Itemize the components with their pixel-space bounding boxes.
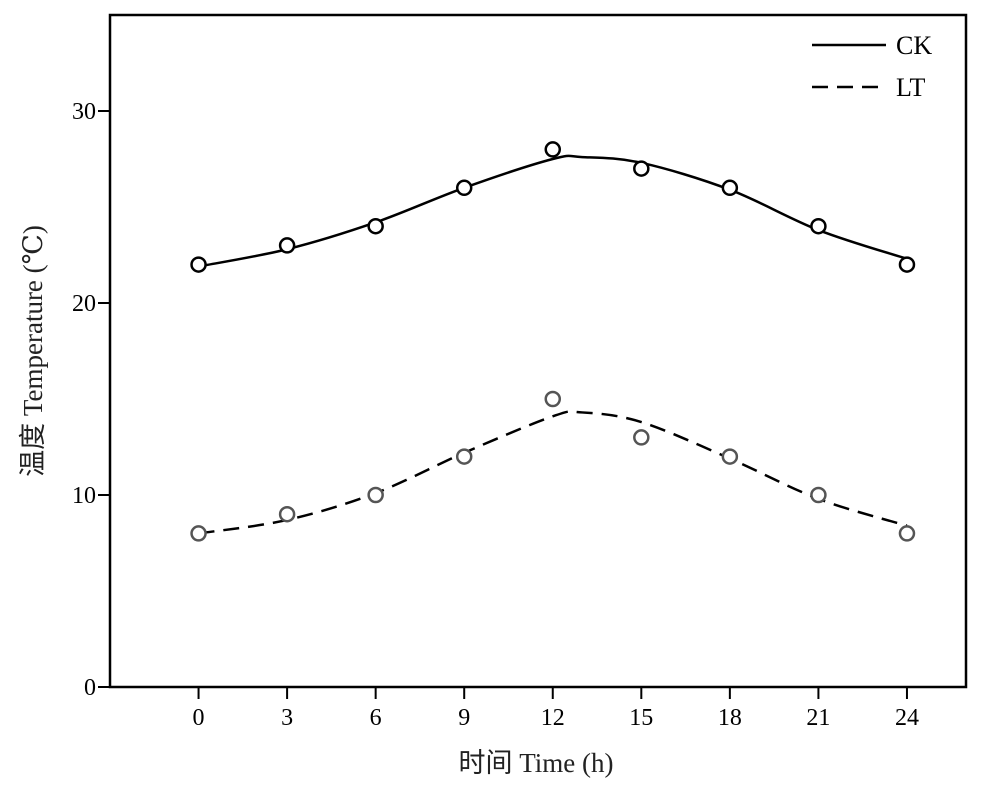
data-point-ck bbox=[721, 179, 739, 197]
data-point-ck bbox=[190, 256, 207, 273]
x-tick-label: 15 bbox=[629, 705, 653, 731]
fit-curve-lt bbox=[198, 410, 908, 535]
y-axis-title: 温度 Temperature (℃) bbox=[18, 225, 48, 477]
x-tick-label: 21 bbox=[806, 705, 830, 731]
x-axis: 0 3 6 9 12 15 18 21 24 bbox=[193, 687, 919, 731]
x-tick-label: 24 bbox=[895, 705, 919, 731]
data-point-ck bbox=[367, 217, 384, 235]
fit-curves bbox=[198, 154, 908, 535]
data-point-ck bbox=[455, 179, 473, 197]
data-point-lt bbox=[633, 429, 650, 446]
y-axis: 0 10 20 30 bbox=[72, 99, 110, 701]
data-point-lt bbox=[898, 525, 916, 542]
data-point-lt bbox=[190, 525, 207, 542]
data-point-ck bbox=[633, 160, 650, 177]
data-point-ck bbox=[278, 237, 296, 254]
y-tick-label: 0 bbox=[84, 675, 96, 701]
data-point-lt bbox=[455, 448, 473, 465]
x-axis-title: 时间 Time (h) bbox=[458, 748, 613, 778]
y-tick-label: 20 bbox=[72, 291, 96, 317]
legend-label-lt: LT bbox=[896, 73, 925, 102]
x-tick-label: 6 bbox=[370, 705, 382, 731]
y-tick-label: 30 bbox=[72, 99, 96, 125]
data-point-lt bbox=[810, 486, 827, 504]
x-tick-label: 18 bbox=[718, 705, 742, 731]
data-point-ck bbox=[544, 141, 562, 158]
x-tick-label: 12 bbox=[541, 705, 565, 731]
data-point-lt bbox=[278, 505, 296, 523]
data-point-lt bbox=[544, 390, 562, 408]
fit-curve-ck bbox=[198, 154, 908, 268]
x-tick-label: 0 bbox=[193, 705, 205, 731]
x-tick-label: 9 bbox=[458, 705, 470, 731]
y-tick-label: 10 bbox=[72, 483, 96, 509]
data-point-lt bbox=[721, 448, 739, 465]
legend: CK LT bbox=[812, 31, 932, 102]
legend-label-ck: CK bbox=[896, 31, 932, 60]
data-point-lt bbox=[367, 486, 384, 504]
data-points bbox=[190, 141, 916, 542]
x-tick-label: 3 bbox=[281, 705, 293, 731]
plot-frame bbox=[108, 13, 968, 689]
data-point-ck bbox=[898, 256, 916, 273]
data-point-ck bbox=[810, 217, 827, 235]
